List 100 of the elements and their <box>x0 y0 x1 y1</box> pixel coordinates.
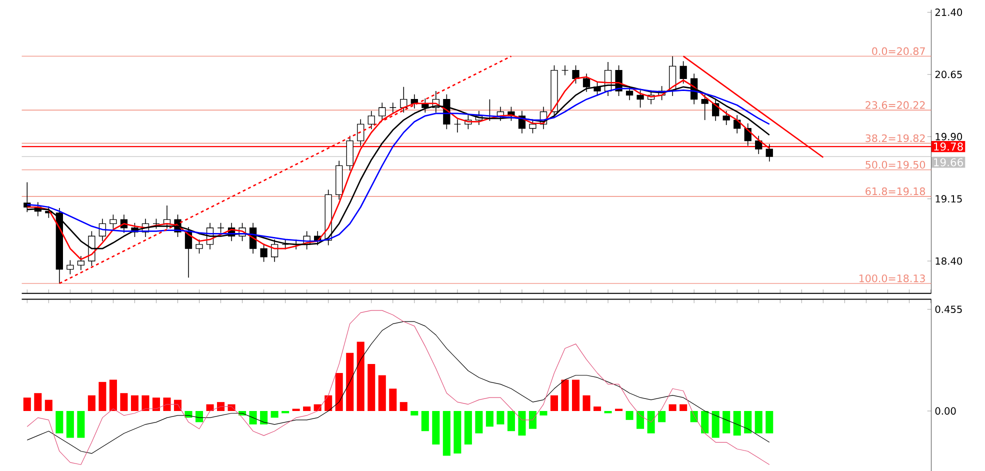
candlestick <box>217 222 224 234</box>
bar <box>77 410 85 438</box>
bar <box>260 410 268 424</box>
ref-line-label: 0.0=20.87 <box>872 47 925 55</box>
bar <box>120 392 128 411</box>
candlestick <box>766 144 773 162</box>
candlestick <box>680 60 687 84</box>
bar <box>389 388 397 411</box>
bar <box>163 397 171 411</box>
bar <box>195 410 204 422</box>
bar <box>528 410 536 429</box>
bar <box>507 410 515 431</box>
bar <box>324 395 332 411</box>
bar <box>442 410 450 456</box>
candlestick <box>196 238 203 254</box>
bar <box>550 395 558 411</box>
bar <box>722 410 730 434</box>
bar <box>152 397 160 411</box>
candlestick <box>636 90 644 108</box>
bar <box>34 392 42 411</box>
bar <box>356 342 364 411</box>
bar <box>540 410 548 416</box>
bar <box>66 410 74 438</box>
bar <box>56 410 64 434</box>
candlestick <box>701 94 708 120</box>
bar <box>518 410 526 436</box>
bar <box>346 352 354 411</box>
text: 19.78 <box>934 142 963 150</box>
candlestick <box>572 64 580 84</box>
bar <box>486 410 494 426</box>
bar <box>475 410 483 434</box>
candlestick <box>561 64 569 76</box>
bar <box>464 410 472 444</box>
bar <box>109 380 117 411</box>
bar <box>454 410 462 454</box>
ref-line-label: 100.0=18.13 <box>859 274 925 282</box>
ref-line-label: 23.6=20.22 <box>866 100 925 109</box>
bar <box>174 400 182 411</box>
bar <box>142 395 150 411</box>
bar <box>604 410 612 414</box>
bar <box>421 410 429 431</box>
bar <box>636 410 644 429</box>
candlestick <box>260 243 268 262</box>
bar <box>270 410 278 418</box>
candlestick <box>454 118 461 133</box>
candlestick <box>712 98 720 122</box>
y-tick-label: 18.40 <box>936 257 962 265</box>
bar <box>647 410 655 434</box>
bar <box>335 372 343 411</box>
text: 19.66 <box>934 158 963 166</box>
bar <box>217 402 225 411</box>
candlestick <box>357 118 364 146</box>
bar <box>44 400 52 411</box>
bar <box>733 410 741 436</box>
candlestick <box>110 214 117 229</box>
y-tick-label: 21.40 <box>935 8 962 16</box>
candlestick <box>529 118 536 134</box>
bar <box>282 410 290 414</box>
bar <box>754 410 762 434</box>
bar <box>249 410 257 424</box>
bar <box>668 404 676 411</box>
candlestick <box>152 218 160 229</box>
bar <box>378 375 386 411</box>
candlestick <box>389 102 396 113</box>
bar <box>582 395 590 411</box>
candlestick <box>77 255 85 270</box>
bar <box>658 410 666 422</box>
bar <box>410 410 418 416</box>
bar <box>712 410 720 438</box>
y-tick-label: 20.65 <box>935 70 962 78</box>
bar <box>130 395 138 411</box>
bar <box>766 410 774 434</box>
candlestick <box>755 135 762 154</box>
candlestick <box>66 260 74 275</box>
bar <box>701 410 709 434</box>
bar <box>368 364 376 411</box>
ref-line-label: 50.0=19.50 <box>866 160 926 168</box>
candlestick <box>378 102 386 122</box>
ref-line-label: 38.2=19.82 <box>866 134 925 142</box>
candlestick <box>400 86 408 113</box>
bar <box>206 404 214 411</box>
bar <box>594 406 602 411</box>
bar <box>98 382 106 411</box>
ref-line-label: 61.8=19.18 <box>866 187 926 195</box>
bar <box>303 406 311 411</box>
bar <box>572 380 580 411</box>
y-tick-label: 0.00 <box>935 407 956 415</box>
y-tick-label: 0.455 <box>935 305 962 313</box>
y-tick-label: 19.90 <box>936 132 962 140</box>
bar <box>23 397 31 411</box>
candlestick <box>368 110 375 130</box>
bar <box>400 402 408 411</box>
bar <box>432 410 440 444</box>
y-tick-label: 19.15 <box>936 194 962 202</box>
candlestick <box>722 110 730 126</box>
bar <box>626 410 634 420</box>
bar <box>496 410 504 424</box>
bar <box>88 395 96 411</box>
bar <box>561 380 569 411</box>
bar <box>680 404 688 411</box>
